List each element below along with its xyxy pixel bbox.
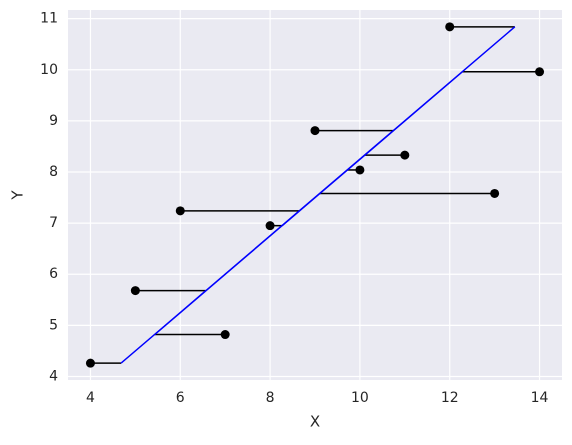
data-point bbox=[85, 358, 95, 368]
data-point bbox=[220, 330, 230, 340]
data-point bbox=[445, 22, 455, 32]
data-point bbox=[175, 206, 185, 216]
x-tick-label: 4 bbox=[86, 390, 95, 406]
data-point bbox=[310, 126, 320, 136]
y-tick-label: 8 bbox=[49, 164, 58, 180]
data-point bbox=[130, 286, 140, 296]
data-point bbox=[535, 67, 545, 77]
fit-line bbox=[120, 26, 516, 364]
x-tick-label: 6 bbox=[176, 390, 185, 406]
y-tick-label: 10 bbox=[40, 62, 58, 78]
y-tick-label: 5 bbox=[49, 317, 58, 333]
y-tick-label: 4 bbox=[49, 368, 58, 384]
y-tick-label: 11 bbox=[40, 11, 58, 27]
x-tick-label: 14 bbox=[531, 390, 549, 406]
x-tick-label: 8 bbox=[266, 390, 275, 406]
y-tick-label: 9 bbox=[49, 113, 58, 129]
y-axis-label: Y bbox=[9, 190, 27, 201]
data-point bbox=[490, 188, 500, 198]
plot-area bbox=[68, 10, 562, 380]
y-tick-label: 6 bbox=[49, 266, 58, 282]
x-tick-label: 12 bbox=[441, 390, 459, 406]
x-axis-label: X bbox=[310, 413, 320, 431]
data-point bbox=[355, 165, 365, 175]
data-point bbox=[400, 150, 410, 160]
x-tick-label: 10 bbox=[351, 390, 369, 406]
data-point bbox=[265, 221, 275, 231]
y-tick-label: 7 bbox=[49, 215, 58, 231]
